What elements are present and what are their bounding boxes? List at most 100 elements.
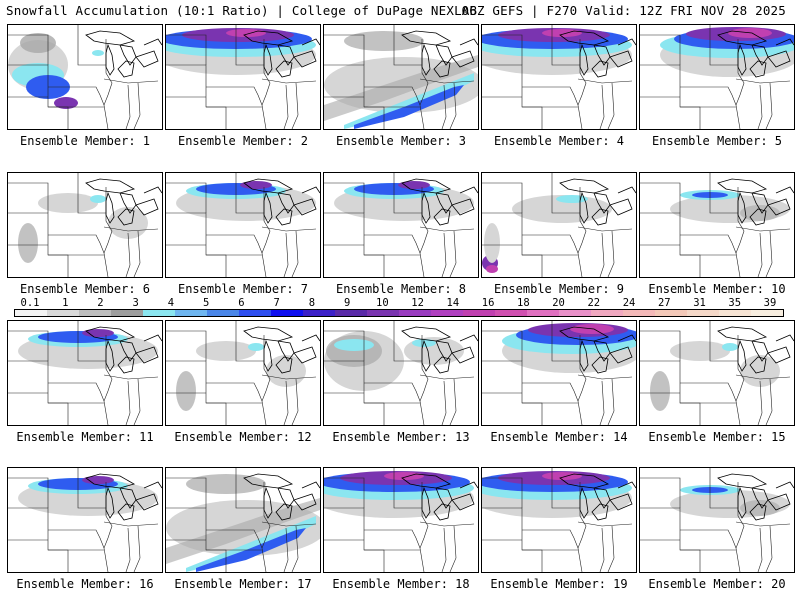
ensemble-member-label: Ensemble Member: 15 xyxy=(648,430,786,444)
ensemble-member-label: Ensemble Member: 20 xyxy=(648,577,786,591)
colorbar-tick-label: 27 xyxy=(657,297,671,309)
map-title: Snowfall Accumulation (10:1 Ratio) | Col… xyxy=(6,3,478,18)
colorbar-segment xyxy=(399,310,431,316)
colorbar-segment xyxy=(271,310,303,316)
ensemble-member-label: Ensemble Member: 7 xyxy=(177,282,309,296)
snowfall-map-svg xyxy=(8,468,162,572)
ensemble-member-label: Ensemble Member: 1 xyxy=(19,134,151,148)
colorbar-segment xyxy=(335,310,367,316)
snowfall-map-svg xyxy=(482,321,636,425)
ensemble-member-label: Ensemble Member: 9 xyxy=(493,282,625,296)
colorbar-segment xyxy=(111,310,143,316)
snowfall-map-svg xyxy=(324,25,478,129)
ensemble-member-map xyxy=(481,172,637,278)
ensemble-member-map xyxy=(7,172,163,278)
ensemble-member-label: Ensemble Member: 16 xyxy=(16,577,154,591)
ensemble-member-map xyxy=(639,467,795,573)
colorbar-segment xyxy=(527,310,559,316)
ensemble-member-label: Ensemble Member: 2 xyxy=(177,134,309,148)
snowfall-map-svg xyxy=(324,321,478,425)
colorbar-segment xyxy=(303,310,335,316)
colorbar-segment xyxy=(719,310,751,316)
colorbar-segment xyxy=(463,310,495,316)
colorbar-tick-label: 35 xyxy=(728,297,742,309)
ensemble-member-map xyxy=(639,320,795,426)
colorbar-tick-label: 31 xyxy=(693,297,706,309)
colorbar xyxy=(14,309,784,317)
ensemble-member-map xyxy=(165,320,321,426)
ensemble-member-label: Ensemble Member: 14 xyxy=(490,430,628,444)
ensemble-member-map xyxy=(323,320,479,426)
colorbar-tick-label: 8 xyxy=(308,297,316,309)
colorbar-tick-label: 18 xyxy=(517,297,530,309)
ensemble-member-label: Ensemble Member: 18 xyxy=(332,577,470,591)
ensemble-member-map xyxy=(165,24,321,130)
snowfall-map-svg xyxy=(324,468,478,572)
colorbar-tick-label: 2 xyxy=(97,297,104,309)
colorbar-tick-label: 39 xyxy=(763,297,777,309)
colorbar-segment xyxy=(655,310,687,316)
colorbar-tick-label: 12 xyxy=(411,297,424,309)
colorbar-tick-label: 6 xyxy=(238,297,245,309)
ensemble-member-map xyxy=(323,24,479,130)
colorbar-tick-label: 3 xyxy=(132,297,139,309)
ensemble-member-map xyxy=(481,320,637,426)
ensemble-member-label: Ensemble Member: 4 xyxy=(493,134,625,148)
colorbar-segment xyxy=(15,310,47,316)
colorbar-tick-label: 4 xyxy=(167,297,175,309)
ensemble-member-label: Ensemble Member: 10 xyxy=(648,282,786,296)
ensemble-member-label: Ensemble Member: 19 xyxy=(490,577,628,591)
snowfall-map-svg xyxy=(640,173,794,277)
colorbar-tick-label: 16 xyxy=(481,297,495,309)
colorbar-segment xyxy=(431,310,463,316)
snowfall-map-svg xyxy=(640,321,794,425)
ensemble-member-label: Ensemble Member: 12 xyxy=(174,430,312,444)
colorbar-segment xyxy=(751,310,783,316)
colorbar-segment xyxy=(239,310,271,316)
snowfall-map-svg xyxy=(324,173,478,277)
colorbar-segment xyxy=(591,310,623,316)
colorbar-segment xyxy=(47,310,79,316)
ensemble-member-map xyxy=(7,467,163,573)
snowfall-map-svg xyxy=(482,25,636,129)
colorbar-segment xyxy=(143,310,175,316)
snowfall-map-svg xyxy=(166,321,320,425)
snowfall-map-svg xyxy=(640,25,794,129)
colorbar-segment xyxy=(79,310,111,316)
colorbar-tick-label: 24 xyxy=(622,297,636,309)
ensemble-member-label: Ensemble Member: 17 xyxy=(174,577,312,591)
ensemble-member-map xyxy=(165,172,321,278)
ensemble-member-label: Ensemble Member: 5 xyxy=(651,134,783,148)
ensemble-member-map xyxy=(323,467,479,573)
snowfall-map-svg xyxy=(482,173,636,277)
colorbar-tick-label: 0.1 xyxy=(20,297,40,309)
colorbar-tick-label: 1 xyxy=(62,297,69,309)
colorbar-segment xyxy=(687,310,719,316)
colorbar-segment xyxy=(175,310,207,316)
ensemble-member-map xyxy=(481,24,637,130)
ensemble-member-map xyxy=(639,24,795,130)
ensemble-member-map xyxy=(165,467,321,573)
snowfall-map-svg xyxy=(166,25,320,129)
colorbar-tick-label: 9 xyxy=(343,297,351,309)
snowfall-map-svg xyxy=(482,468,636,572)
ensemble-member-map xyxy=(7,24,163,130)
snowfall-map-svg xyxy=(166,468,320,572)
ensemble-member-map xyxy=(481,467,637,573)
colorbar-tick-label: 7 xyxy=(273,297,280,309)
ensemble-member-label: Ensemble Member: 13 xyxy=(332,430,470,444)
ensemble-member-map xyxy=(639,172,795,278)
snowfall-map-svg xyxy=(8,173,162,277)
colorbar-segment xyxy=(367,310,399,316)
snowfall-map-svg xyxy=(8,25,162,129)
colorbar-segment xyxy=(495,310,527,316)
colorbar-tick-label: 5 xyxy=(203,297,210,309)
colorbar-tick-label: 20 xyxy=(552,297,565,309)
model-valid-time: 06Z GEFS | F270 Valid: 12Z FRI NOV 28 20… xyxy=(461,3,786,18)
snowfall-map-svg xyxy=(640,468,794,572)
ensemble-member-label: Ensemble Member: 6 xyxy=(19,282,151,296)
snowfall-map-svg xyxy=(8,321,162,425)
colorbar-segment xyxy=(559,310,591,316)
ensemble-member-label: Ensemble Member: 3 xyxy=(335,134,467,148)
colorbar-tick-label: 14 xyxy=(446,297,460,309)
